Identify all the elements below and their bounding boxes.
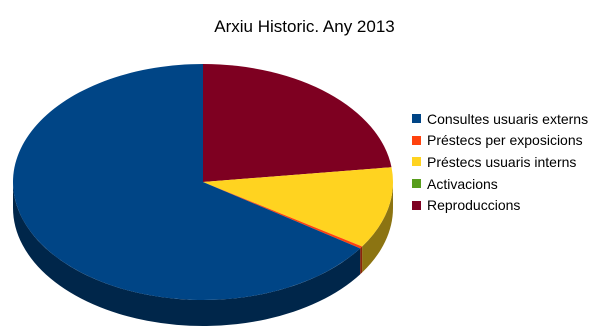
- legend-item: Consultes usuaris externs: [412, 108, 588, 130]
- pie-slice: [203, 182, 363, 249]
- pie-slice-side: [362, 182, 393, 273]
- legend-swatch: [412, 179, 421, 189]
- legend-swatch: [412, 114, 421, 124]
- legend-item: Préstecs per exposicions: [412, 130, 588, 152]
- legend-swatch: [412, 200, 421, 210]
- pie-tops: [12, 64, 393, 300]
- pie-sides: [13, 182, 393, 326]
- chart-title: Arxiu Historic. Any 2013: [214, 17, 395, 36]
- legend-item: Activacions: [412, 173, 588, 195]
- legend-label: Reproduccions: [427, 197, 521, 214]
- legend-label: Consultes usuaris externs: [427, 110, 589, 127]
- pie-slice: [203, 64, 392, 182]
- pie-slice: [203, 167, 393, 247]
- pie-slice-side: [13, 182, 361, 326]
- legend-label: Activacions: [427, 175, 498, 192]
- pie-slice: [12, 64, 361, 300]
- legend-item: Préstecs usuaris interns: [412, 151, 588, 173]
- pie-slice-side: [360, 246, 363, 275]
- legend-label: Préstecs usuaris interns: [427, 153, 577, 170]
- legend-item: Reproduccions: [412, 194, 588, 216]
- legend-swatch: [412, 135, 421, 145]
- legend-swatch: [412, 157, 421, 167]
- legend-label: Préstecs per exposicions: [427, 132, 583, 149]
- legend: Consultes usuaris externs Préstecs per ex…: [412, 108, 588, 216]
